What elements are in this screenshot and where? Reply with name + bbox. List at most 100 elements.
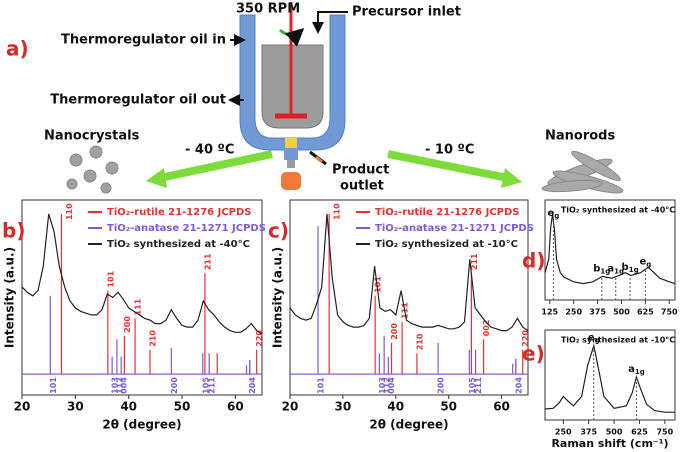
x-axis-label: 2θ (degree) (102, 418, 181, 432)
x-tick-label: 250 (555, 428, 572, 437)
peak-label: 002 (482, 320, 491, 337)
oil-out-label: Thermoregulator oil out (50, 93, 226, 108)
outlet-arrow-tip (315, 155, 323, 164)
inlet-arrow (312, 11, 348, 34)
chart-title: TiO₂ synthesized at -40°C (561, 206, 675, 215)
peak-label: 101 (317, 377, 326, 394)
plot-frame (544, 199, 676, 301)
outlet-label: Product (332, 163, 389, 178)
x-tick-label: 625 (631, 428, 648, 437)
peak-subscript: g (554, 212, 559, 220)
oil-in-label: Thermoregulator oil in (61, 33, 226, 48)
x-tick-label: 750 (656, 428, 673, 437)
peak-label: eg (548, 208, 560, 220)
x-tick-label: 375 (580, 428, 597, 437)
peak-subscript: 1g (635, 368, 645, 376)
peak-label: a1g (607, 264, 624, 276)
peak-label: 111 (134, 298, 143, 315)
left-arrow (159, 150, 273, 182)
x-axis-label: 2θ (degree) (369, 418, 448, 432)
peak-label: 105 (201, 377, 210, 394)
x-tick-label: 40 (120, 400, 137, 414)
x-tick-label: 750 (661, 308, 678, 317)
outlet-tip (287, 160, 295, 168)
peak-subscript: 1g (629, 266, 639, 274)
legend-entry: TiO₂-anatase 21-1271 JCPDS (107, 223, 266, 234)
inlet-label: Precursor inlet (352, 5, 461, 20)
peak-label: b1g (622, 262, 639, 274)
plot-frame (289, 199, 529, 396)
peak-label: 105 (468, 377, 477, 394)
legend-entry: TiO₂ synthesized at -40°C (107, 239, 250, 250)
peak-label: 110 (65, 203, 74, 220)
left-temperature: - 40 ºC (185, 143, 234, 158)
legend-entry: TiO₂ synthesized at -10°C (375, 239, 518, 250)
peak-subscript: g (595, 337, 600, 345)
plot-frame (544, 329, 676, 421)
x-tick-label: 30 (67, 400, 84, 414)
peak-label: 004 (120, 377, 129, 394)
panel-label: b) (2, 219, 25, 243)
right-arrowhead (501, 168, 522, 188)
peak-symbol: b (593, 264, 600, 275)
peak-label: 103 (111, 377, 120, 394)
peak-label: 200 (123, 316, 132, 333)
peak-label: b1g (593, 264, 610, 276)
peak-symbol: e (588, 333, 595, 344)
peak-label: 211 (474, 377, 483, 394)
x-tick-label: 375 (589, 308, 606, 317)
legend-entry: TiO₂-anatase 21-1271 JCPDS (375, 223, 534, 234)
panel-label: c) (268, 219, 289, 243)
outlet-pipe (284, 149, 298, 160)
peak-label: eg (639, 256, 651, 268)
legend-entry: TiO₂-rutile 21-1276 JCPDS (107, 207, 252, 218)
peak-label: 200 (170, 377, 179, 394)
panel-label: e) (522, 342, 545, 366)
plot-frame (21, 199, 263, 396)
x-tick-label: 60 (227, 400, 244, 414)
nanorods (541, 150, 624, 194)
peak-label: 101 (106, 270, 115, 287)
peak-label: 220 (521, 330, 530, 347)
peak-symbol: e (639, 256, 646, 267)
spectrum-line (289, 213, 529, 332)
peak-label: 112 (383, 377, 392, 394)
peak-label: 101 (49, 377, 58, 394)
peak-label: 103 (378, 377, 387, 394)
product (281, 172, 301, 190)
spectrum-line (21, 213, 263, 335)
peak-subscript: g (646, 260, 651, 268)
x-tick-label: 20 (14, 400, 31, 414)
peak-symbol: a (628, 364, 635, 375)
peak-symbol: e (548, 208, 555, 219)
peak-label: 200 (437, 377, 446, 394)
right-arrow (387, 150, 509, 182)
x-tick-label: 20 (282, 400, 299, 414)
valve (285, 138, 297, 148)
peak-label: 101 (374, 276, 383, 293)
peak-label: 210 (415, 333, 424, 350)
peak-symbol: a (607, 264, 614, 275)
y-axis-label: Intensity (a.u.) (271, 247, 285, 348)
peak-label: 004 (387, 377, 396, 394)
rotation-arrow (278, 27, 305, 47)
x-tick-label: 500 (613, 308, 630, 317)
peak-label: 220 (255, 330, 264, 347)
peak-label: 204 (248, 377, 257, 394)
peak-label: 210 (149, 330, 158, 347)
x-tick-label: 50 (440, 400, 457, 414)
x-tick-label: 50 (174, 400, 191, 414)
x-tick-label: 40 (387, 400, 404, 414)
right-temperature: - 10 ºC (425, 143, 474, 158)
left-product-label: Nanocrystals (44, 129, 140, 144)
reactor-diagram (66, 2, 624, 194)
chart-title: TiO₂ synthesized at -10°C (561, 336, 675, 345)
peak-label: 211 (208, 377, 217, 394)
x-tick-label: 250 (565, 308, 582, 317)
left-arrowhead (146, 168, 167, 188)
x-axis-label: Raman shift (cm⁻¹) (551, 437, 668, 450)
outlet-label: outlet (340, 179, 384, 194)
peak-label: a1g (628, 364, 645, 376)
nanocrystals (66, 145, 119, 194)
y-axis-label: Intensity (a.u.) (3, 247, 17, 348)
